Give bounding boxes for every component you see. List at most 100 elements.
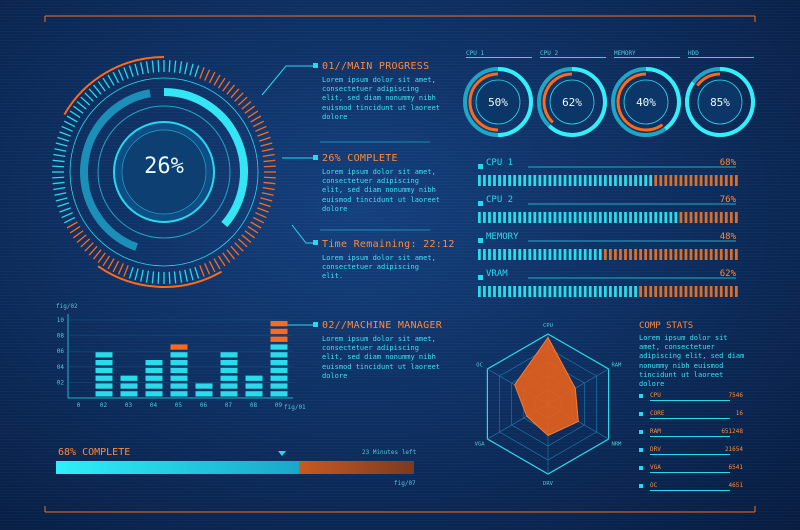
bar-segment: [538, 286, 542, 297]
gauge-core-inner: [121, 129, 207, 215]
bar-segment: [609, 286, 612, 297]
gauge-tick: [59, 207, 71, 213]
bar-segment: [714, 175, 718, 186]
chart-bar-segment: [220, 352, 238, 358]
gauge-tick: [128, 65, 134, 78]
bar-segment: [689, 175, 693, 186]
radar-chart: CPU RAM NRM DRV VGA OC: [475, 323, 622, 487]
section-main-progress-body: Lorem ipsum dolor sit amet, consectetuer…: [322, 76, 441, 121]
gauge-tick: [63, 216, 76, 224]
main-gauge-percent: 26%: [144, 154, 184, 179]
gauge-tick: [61, 125, 73, 132]
bar-segment: [734, 249, 738, 260]
bar-segment: [483, 175, 486, 186]
chart-bar-segment: [145, 391, 163, 397]
bar-segment: [634, 249, 637, 260]
bar-segment: [563, 249, 567, 260]
bar-segment: [488, 175, 491, 186]
bar-segment: [679, 175, 683, 186]
bar-segment: [598, 175, 602, 186]
bar-segment: [684, 286, 688, 297]
bar-segment: [694, 249, 698, 260]
bar-segment: [734, 175, 738, 186]
bar-segment: [513, 249, 517, 260]
resource-bar-label-2: MEMORY: [486, 232, 519, 242]
chart-bar-segment: [145, 375, 163, 381]
chart-bar-segment: [220, 360, 238, 366]
bar-segment: [724, 175, 728, 186]
gauge-tick: [53, 187, 66, 191]
comp-stat-bullet-icon: [639, 484, 643, 488]
gauge-tick: [257, 131, 269, 137]
comp-stat-label: OC: [650, 482, 658, 489]
bar-segment: [513, 286, 517, 297]
gauge-tick: [73, 230, 84, 239]
gauge-tick: [123, 265, 129, 277]
gauge-tick: [57, 136, 70, 142]
bar-segment: [684, 249, 688, 260]
comp-stat-value: 4651: [728, 482, 743, 489]
gauge-tick: [199, 67, 205, 79]
bar-segment: [734, 286, 738, 297]
gauge-tick: [247, 110, 259, 119]
comp-stat-row: CPU 7546: [639, 392, 743, 402]
gauge-tick: [244, 230, 255, 239]
bar-segment: [528, 286, 532, 297]
gauge-tick: [80, 238, 91, 248]
gauge-tick: [208, 71, 216, 84]
gauge-tick: [179, 61, 183, 74]
bar-segment: [483, 286, 486, 297]
chart-bar-segment: [270, 321, 288, 327]
bar-segment: [674, 212, 678, 223]
bar-segment: [669, 212, 673, 223]
bar-segment: [704, 212, 708, 223]
bar-segment: [593, 286, 597, 297]
gauge-tick: [66, 221, 78, 229]
comp-stat-row: RAM 651248: [639, 428, 743, 438]
gauge-tick: [117, 69, 124, 81]
gauge-tick: [184, 269, 188, 282]
chart-x-tick: 02: [100, 402, 108, 409]
mini-gauge-tab-3: HDD: [688, 50, 754, 58]
progress-fig-label: fig/07: [394, 480, 416, 487]
bar-segment: [488, 286, 491, 297]
resource-bar-label-3: VRAM: [486, 269, 508, 279]
section-main-progress-title: 01//MAIN PROGRESS: [322, 61, 430, 72]
bar-segment: [553, 175, 557, 186]
gauge-tick: [80, 96, 91, 106]
bar-segment: [709, 286, 713, 297]
gauge-tick: [250, 221, 262, 229]
time-remaining-title: Time Remaining: 22:12: [322, 239, 455, 250]
chart-x-tick: 07: [225, 402, 233, 409]
bar-segment: [679, 249, 683, 260]
gauge-tick: [247, 225, 259, 234]
bar-segment: [729, 175, 733, 186]
resource-bar-value-3: 62%: [719, 269, 736, 279]
gauge-tick: [93, 249, 102, 260]
resource-bar-label-1: CPU 2: [486, 195, 514, 205]
progress-remaining: [299, 461, 414, 474]
bar-segment: [624, 212, 627, 223]
bar-segment: [649, 249, 653, 260]
bar-segment: [614, 249, 617, 260]
gauge-tick: [84, 92, 94, 102]
gauge-tick: [145, 270, 149, 283]
comp-stat-bullet-icon: [639, 448, 643, 452]
mini-gauges: CPU 1 50% CPU 2 62% MEMORY 40% HDD 85%: [462, 50, 762, 140]
gauge-tick: [102, 77, 111, 89]
mini-gauge-label-1: 62%: [562, 96, 582, 109]
chart-bar-segment: [245, 383, 263, 389]
gauge-tick: [157, 271, 160, 284]
gauge-tick: [263, 159, 276, 163]
bar-segment: [609, 249, 612, 260]
bar-segment: [563, 175, 567, 186]
gauge-tick: [260, 142, 273, 147]
bar-segment: [568, 286, 572, 297]
progress-label: 68% COMPLETE: [58, 447, 131, 458]
gauge-tick: [189, 63, 194, 76]
bar-segment: [659, 249, 663, 260]
bar-segment: [674, 286, 678, 297]
